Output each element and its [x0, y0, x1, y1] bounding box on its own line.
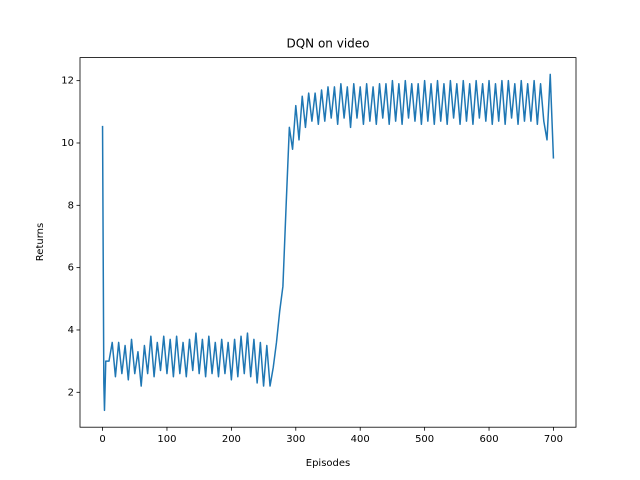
y-tick-label: 10	[61, 138, 74, 149]
chart-title: DQN on video	[286, 37, 369, 51]
y-axis-label: Returns	[35, 223, 46, 261]
x-tick-label: 100	[157, 434, 176, 445]
y-tick-label: 2	[68, 387, 74, 398]
series-line	[101, 73, 555, 412]
plot-frame	[79, 57, 577, 428]
y-tick-label: 8	[68, 200, 74, 211]
y-tick-label: 4	[68, 325, 74, 336]
x-tick-label: 0	[99, 434, 105, 445]
x-axis-label: Episodes	[306, 458, 350, 469]
x-tick-label: 700	[544, 434, 563, 445]
x-tick-label: 400	[351, 434, 370, 445]
y-tick-label: 6	[68, 263, 74, 274]
x-tick-label: 500	[415, 434, 434, 445]
x-tick-label: 200	[222, 434, 241, 445]
x-tick-label: 600	[479, 434, 498, 445]
x-tick-label: 300	[286, 434, 305, 445]
y-tick-label: 12	[61, 76, 74, 87]
